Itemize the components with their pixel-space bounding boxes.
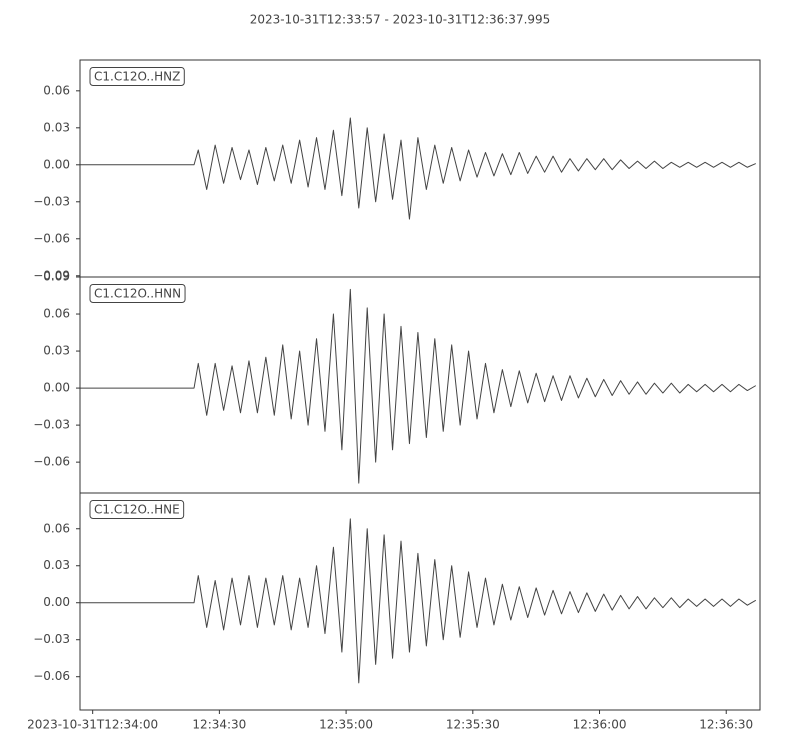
plot-area	[80, 288, 757, 484]
y-tick-label: 0.09	[43, 270, 70, 284]
x-tick-label: 2023-10-31T12:34:00	[27, 718, 158, 732]
y-tick-label: 0.00	[43, 595, 70, 609]
y-tick-label: 0.06	[43, 521, 70, 535]
y-tick-label: −0.06	[33, 669, 70, 683]
plot-area	[80, 518, 757, 684]
trace-label-box	[89, 500, 185, 519]
x-tick-label: 12:35:30	[446, 718, 500, 732]
y-tick-label: 0.03	[43, 120, 70, 134]
chart-title: 2023-10-31T12:33:57 - 2023-10-31T12:36:3…	[250, 13, 551, 27]
y-tick-label: 0.03	[43, 558, 70, 572]
waveform	[80, 117, 757, 220]
y-tick-label: −0.03	[33, 194, 70, 208]
waveform	[80, 518, 757, 684]
y-tick-label: 0.00	[43, 381, 70, 395]
y-tick-label: −0.06	[33, 455, 70, 469]
trace-label-box	[89, 67, 185, 86]
y-tick-label: 0.06	[43, 307, 70, 321]
x-tick-label: 12:35:00	[319, 718, 373, 732]
panel-frame	[79, 492, 761, 711]
trace-label: C1.C12O..HNN	[94, 287, 181, 301]
x-tick-label: 12:36:30	[699, 718, 753, 732]
panel-frame	[79, 276, 761, 494]
y-tick-label: −0.06	[33, 231, 70, 245]
x-tick-label: 12:34:30	[192, 718, 246, 732]
y-tick-label: 0.03	[43, 344, 70, 358]
y-tick-label: 0.00	[43, 157, 70, 171]
trace-label: C1.C12O..HNZ	[94, 70, 180, 84]
trace-label: C1.C12O..HNE	[94, 503, 180, 517]
plot-area	[80, 117, 757, 220]
y-tick-label: 0.06	[43, 83, 70, 97]
y-tick-label: −0.03	[33, 632, 70, 646]
trace-label-box	[89, 284, 186, 303]
panel-frame	[79, 59, 761, 278]
y-tick-label: −0.03	[33, 418, 70, 432]
x-tick-label: 12:36:00	[573, 718, 627, 732]
y-tick-label: −0.09	[33, 268, 70, 282]
waveform	[80, 288, 757, 484]
